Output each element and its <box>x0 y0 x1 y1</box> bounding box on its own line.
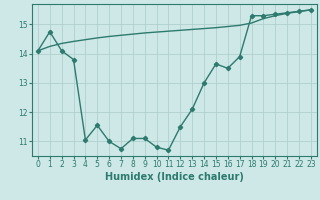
X-axis label: Humidex (Indice chaleur): Humidex (Indice chaleur) <box>105 172 244 182</box>
